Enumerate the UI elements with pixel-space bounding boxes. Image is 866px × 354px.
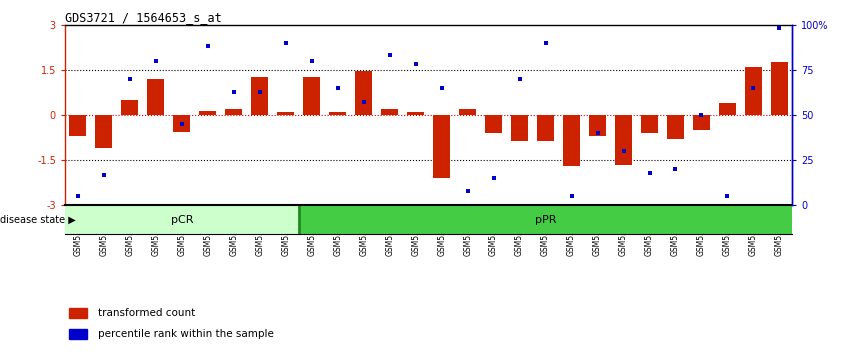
Bar (299, 205, 792, 234)
Point (253, 89, 267, 95)
Bar (693, 115, 710, 130)
Bar (615, 115, 632, 165)
Bar (173, 115, 191, 132)
Point (435, 85, 449, 91)
Point (617, 148, 630, 154)
Point (565, 193, 578, 199)
Point (513, 76, 527, 82)
Bar (121, 100, 139, 115)
Bar (329, 112, 346, 115)
Point (331, 85, 345, 91)
Bar (459, 109, 476, 115)
Point (123, 76, 137, 82)
Point (772, 25, 786, 31)
Bar (68, 329, 87, 339)
Text: pPR: pPR (535, 215, 556, 225)
Bar (303, 78, 320, 115)
Point (695, 112, 708, 118)
Bar (407, 112, 424, 115)
Bar (745, 67, 762, 115)
Bar (65, 205, 299, 234)
Bar (251, 78, 268, 115)
Bar (641, 115, 658, 133)
Bar (68, 308, 87, 318)
Text: transformed count: transformed count (98, 308, 195, 318)
Point (279, 40, 293, 46)
Point (227, 89, 241, 95)
Text: disease state ▶: disease state ▶ (0, 215, 75, 225)
Point (383, 53, 397, 58)
Point (461, 188, 475, 194)
Bar (433, 115, 450, 178)
Bar (199, 110, 216, 115)
Bar (589, 115, 606, 136)
Point (721, 193, 734, 199)
Text: pCR: pCR (171, 215, 193, 225)
Point (591, 130, 604, 136)
Point (669, 166, 682, 172)
Bar (485, 115, 502, 133)
Bar (667, 115, 684, 139)
Bar (537, 115, 554, 141)
Text: percentile rank within the sample: percentile rank within the sample (98, 329, 274, 339)
Text: GDS3721 / 1564653_s_at: GDS3721 / 1564653_s_at (65, 11, 222, 24)
Point (539, 40, 553, 46)
Bar (147, 79, 165, 115)
Point (487, 176, 501, 181)
Bar (381, 109, 398, 115)
Bar (277, 112, 294, 115)
Bar (95, 115, 113, 148)
Point (175, 121, 189, 127)
Point (201, 44, 215, 49)
Bar (719, 103, 736, 115)
Point (305, 58, 319, 64)
Bar (225, 109, 242, 115)
Point (409, 62, 423, 67)
Bar (355, 72, 372, 115)
Point (357, 99, 371, 105)
Point (71, 193, 85, 199)
Bar (563, 115, 580, 166)
Point (746, 85, 760, 91)
Point (97, 172, 111, 177)
Point (643, 170, 656, 176)
Bar (69, 115, 87, 136)
Point (149, 58, 163, 64)
Bar (771, 62, 788, 115)
Bar (511, 115, 528, 141)
